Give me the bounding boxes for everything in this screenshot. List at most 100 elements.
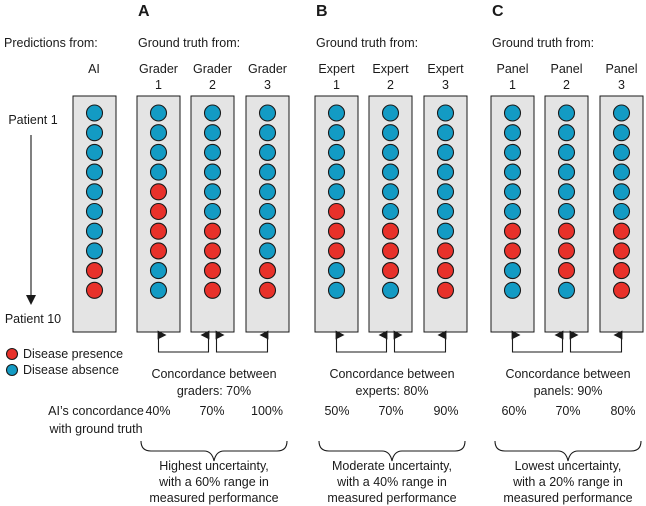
ai-patient-1-dot bbox=[85, 104, 104, 122]
panel-a-col-3-patient-6-dot bbox=[258, 202, 277, 221]
panel-a: A Ground truth from: Grader1Grader2Grade… bbox=[136, 3, 290, 505]
panel-c-col-2-patient-9-dot bbox=[557, 262, 576, 280]
panel-b-col-1-patient-9-dot bbox=[327, 262, 346, 280]
panel-a-col-1-number: 1 bbox=[155, 78, 162, 92]
panel-c-col-1-patient-8-dot bbox=[503, 242, 522, 260]
panel-c-col-3-patient-3-dot bbox=[612, 143, 631, 161]
panel-c-col-2-patient-4-dot bbox=[557, 163, 576, 181]
panel-c-col-2-patient-3-dot bbox=[557, 143, 576, 161]
ai-patient-4-dot bbox=[85, 163, 104, 181]
panel-a-col-3-patient-8-dot bbox=[258, 242, 277, 260]
panel-c-comparison-arrow-right bbox=[569, 330, 623, 353]
panel-a-col-3-patient-3-dot bbox=[258, 143, 277, 161]
panel-c-col-2-name: Panel bbox=[551, 62, 583, 76]
panel-a-col-2-patient-3-dot bbox=[203, 143, 222, 161]
panel-b-summary-line1: Moderate uncertainty, bbox=[332, 459, 452, 473]
panel-c-col-3-patient-10-dot bbox=[612, 281, 631, 299]
panel-b-col-1-patient-3-dot bbox=[327, 143, 346, 161]
panel-a-col-1-patient-10-dot bbox=[149, 281, 168, 299]
panel-c-col-1-patient-4-dot bbox=[503, 163, 522, 181]
panel-b-col-2-patient-1-dot bbox=[381, 104, 400, 122]
panel-c-col-1-patient-10-dot bbox=[503, 281, 522, 299]
panel-b-col-3-patient-2-dot bbox=[436, 124, 455, 142]
ai-patient-3-dot bbox=[85, 143, 104, 161]
panel-b-col-2-patient-6-dot bbox=[381, 202, 400, 221]
panel-a-col-2-patient-4-dot bbox=[203, 163, 222, 181]
panel-a-agreement-line2: graders: 70% bbox=[177, 384, 251, 398]
panel-c-summary-line3: measured performance bbox=[503, 491, 632, 505]
panel-a-col-1-patient-3-dot bbox=[149, 143, 168, 161]
panel-c: C Ground truth from: Panel1Panel2Panel3 … bbox=[490, 3, 644, 505]
panel-a-col-1-patient-5-dot bbox=[149, 183, 168, 201]
panel-b-col-3-patient-5-dot bbox=[436, 183, 455, 201]
panel-c-col-3-patient-2-dot bbox=[612, 124, 631, 142]
panel-c-header: Ground truth from: bbox=[492, 36, 594, 50]
panel-c-letter: C bbox=[492, 3, 504, 20]
panel-c-col-3-patient-7-dot bbox=[612, 222, 631, 240]
panel-b-agreement-line1: Concordance between bbox=[329, 367, 454, 381]
panel-a-col-1-patient-9-dot bbox=[149, 262, 168, 280]
ai-patient-6-dot bbox=[85, 202, 104, 221]
panel-c-percent-1: 60% bbox=[501, 404, 526, 418]
panel-a-col-3-number: 3 bbox=[264, 78, 271, 92]
panel-b-header: Ground truth from: bbox=[316, 36, 418, 50]
legend-absence-swatch bbox=[5, 363, 19, 377]
panel-a-col-2-patient-10-dot bbox=[203, 281, 222, 299]
panel-b-col-3-name: Expert bbox=[427, 62, 464, 76]
legend-presence-swatch bbox=[5, 347, 19, 361]
panel-b-summary-line3: measured performance bbox=[327, 491, 456, 505]
panel-a-col-2-patient-6-dot bbox=[203, 202, 222, 221]
panel-b-col-1-number: 1 bbox=[333, 78, 340, 92]
panel-c-brace bbox=[494, 440, 642, 462]
panel-a-col-2-number: 2 bbox=[209, 78, 216, 92]
panel-b-col-3-patient-4-dot bbox=[436, 163, 455, 181]
panel-c-col-1-name: Panel bbox=[497, 62, 529, 76]
panel-a-brace bbox=[140, 440, 288, 462]
panel-a-header: Ground truth from: bbox=[138, 36, 240, 50]
patient-order-arrowhead bbox=[26, 295, 36, 305]
panel-b-col-2-patient-9-dot bbox=[381, 262, 400, 280]
panel-a-summary-line2: with a 60% range in bbox=[158, 475, 269, 489]
panel-a-col-3-name: Grader bbox=[248, 62, 287, 76]
panel-a-col-1-patient-2-dot bbox=[149, 124, 168, 142]
concordance-row-label-line2: with ground truth bbox=[48, 422, 142, 436]
panel-a-col-1-patient-7-dot bbox=[149, 222, 168, 240]
panel-c-col-2-patient-8-dot bbox=[557, 242, 576, 260]
panel-c-col-3-patient-1-dot bbox=[612, 104, 631, 122]
panel-c-col-2-patient-2-dot bbox=[557, 124, 576, 142]
panel-a-summary-line3: measured performance bbox=[149, 491, 278, 505]
panel-c-col-3-patient-9-dot bbox=[612, 262, 631, 280]
panel-b-col-1-patient-5-dot bbox=[327, 183, 346, 201]
panel-b-col-2-patient-5-dot bbox=[381, 183, 400, 201]
panel-c-col-2-patient-1-dot bbox=[557, 104, 576, 122]
panel-b-col-3-number: 3 bbox=[442, 78, 449, 92]
panel-a-col-3-patient-7-dot bbox=[258, 222, 277, 240]
panel-a-col-2-patient-8-dot bbox=[203, 242, 222, 260]
panel-c-col-1-patient-5-dot bbox=[503, 183, 522, 201]
panel-b-col-1-patient-7-dot bbox=[327, 222, 346, 240]
panel-b-col-3-patient-10-dot bbox=[436, 281, 455, 299]
panel-a-col-1-patient-1-dot bbox=[149, 104, 168, 122]
panel-a-col-2-patient-7-dot bbox=[203, 222, 222, 240]
panel-a-col-1-patient-4-dot bbox=[149, 163, 168, 181]
panel-c-col-2-number: 2 bbox=[563, 78, 570, 92]
panel-c-percent-3: 80% bbox=[610, 404, 635, 418]
panel-b-col-3-patient-7-dot bbox=[436, 222, 455, 240]
panel-a-col-1-name: Grader bbox=[139, 62, 178, 76]
panel-b-col-2-patient-8-dot bbox=[381, 242, 400, 260]
panel-b-col-2-patient-10-dot bbox=[381, 281, 400, 299]
panel-b-col-1-patient-8-dot bbox=[327, 242, 346, 260]
panel-b-col-3-patient-8-dot bbox=[436, 242, 455, 260]
panel-a-col-3-patient-1-dot bbox=[258, 104, 277, 122]
panel-c-columns: Panel 1 Panel 2 Panel 3 bbox=[490, 62, 644, 353]
panel-c-col-2-patient-5-dot bbox=[557, 183, 576, 201]
panel-a-col-2-patient-9-dot bbox=[203, 262, 222, 280]
panel-c-percent-2: 70% bbox=[555, 404, 580, 418]
panel-b: B Ground truth from: Expert1Expert2Exper… bbox=[314, 3, 468, 505]
panel-c-col-1-patient-7-dot bbox=[503, 222, 522, 240]
panel-b-col-1-name: Expert bbox=[318, 62, 355, 76]
panel-c-col-2-patient-7-dot bbox=[557, 222, 576, 240]
panel-c-comparison-arrow-left bbox=[511, 330, 564, 353]
panel-b-comparison-arrow-left bbox=[335, 330, 388, 353]
